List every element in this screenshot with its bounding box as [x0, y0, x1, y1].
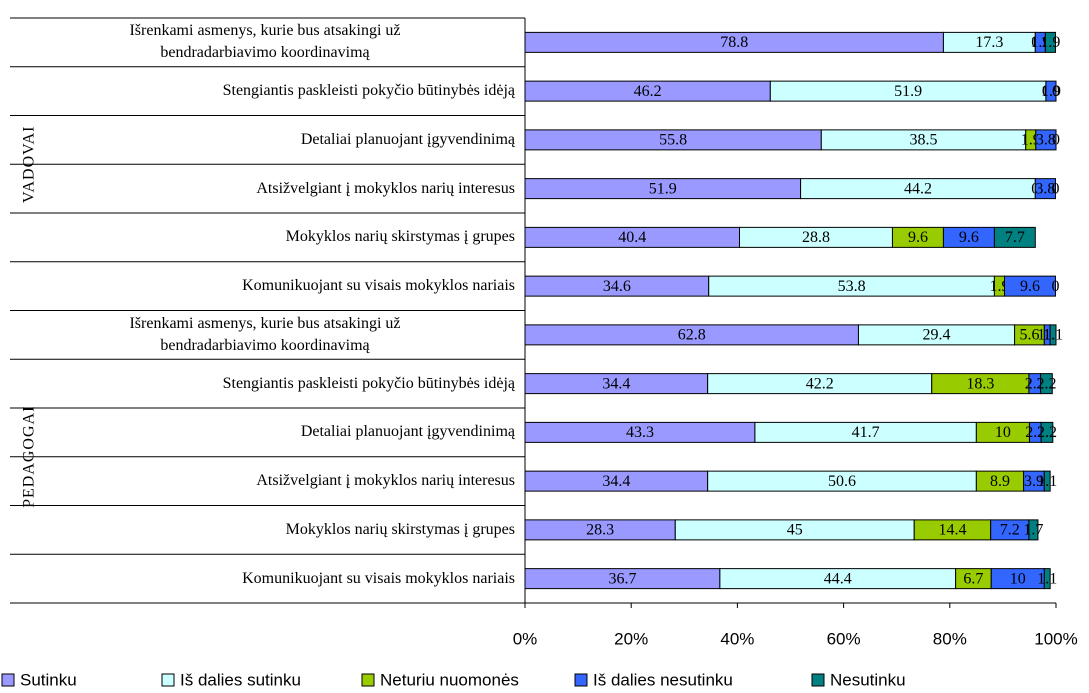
value-label: 28.8 — [802, 229, 830, 246]
legend-label: Sutinku — [20, 670, 77, 689]
value-label: 62.8 — [678, 327, 706, 344]
value-label: 44.2 — [904, 180, 932, 197]
value-label: 6.7 — [963, 570, 983, 587]
value-label: 40.4 — [618, 229, 646, 246]
legend-label: Iš dalies nesutinku — [593, 670, 733, 689]
value-label: 3.8 — [1035, 180, 1055, 197]
value-label: 43.3 — [626, 424, 654, 441]
value-label: 38.5 — [910, 132, 938, 149]
value-label: 10 — [1010, 570, 1026, 587]
value-label: 0 — [1052, 83, 1060, 100]
category-label: Išrenkami asmenys, kurie bus atsakingi u… — [129, 314, 401, 354]
x-tick-label: 80% — [933, 629, 967, 648]
legend-swatch — [161, 673, 175, 687]
value-label: 2.2 — [1036, 375, 1056, 392]
value-label: 14.4 — [938, 522, 966, 539]
value-label: 34.4 — [602, 375, 630, 392]
value-label: 9.6 — [1020, 278, 1040, 295]
value-label: 1.1 — [1037, 473, 1057, 490]
value-label: 7.7 — [1005, 229, 1025, 246]
value-label: 9.6 — [959, 229, 979, 246]
legend-swatch — [1, 673, 15, 687]
bar-segment — [1044, 31, 1056, 53]
legend-swatch — [574, 673, 588, 687]
bar-segment — [1035, 129, 1057, 151]
legend-label: Nesutinku — [830, 670, 906, 689]
value-label: 17.3 — [975, 34, 1003, 51]
value-label: 7.2 — [1000, 522, 1020, 539]
category-label: Stengiantis paskleisti pokyčio būtinybės… — [222, 82, 515, 100]
category-label: Atsižvelgiant į mokyklos narių interesus — [256, 472, 515, 490]
value-label: 34.4 — [602, 473, 630, 490]
value-label: 46.2 — [634, 83, 662, 100]
value-label: 34.6 — [603, 278, 631, 295]
group-label: VADOVAI — [21, 125, 38, 203]
bar-segment — [1049, 324, 1057, 346]
value-label: 36.7 — [608, 570, 636, 587]
value-label: 42.2 — [806, 375, 834, 392]
value-label: 41.7 — [852, 424, 880, 441]
value-label: 18.3 — [966, 375, 994, 392]
value-label: 10 — [995, 424, 1011, 441]
bar-segment — [1040, 373, 1053, 395]
bar-segment — [1003, 275, 1056, 297]
value-label: 53.8 — [838, 278, 866, 295]
category-label: Išrenkami asmenys, kurie bus atsakingi u… — [129, 22, 401, 62]
x-tick-label: 40% — [720, 629, 754, 648]
bar-segment — [1043, 470, 1051, 492]
bar-segment — [1045, 80, 1057, 102]
value-label: 44.4 — [824, 570, 852, 587]
value-label: 50.6 — [828, 473, 856, 490]
legend-swatch — [811, 673, 825, 687]
legend-label: Neturiu nuomonės — [380, 670, 519, 689]
x-tick-label: 60% — [827, 629, 861, 648]
category-label: Detaliai planuojant įgyvendinimą — [300, 130, 515, 148]
bar-segment — [1043, 568, 1051, 590]
x-tick-label: 20% — [614, 629, 648, 648]
category-label: Komunikuojant su visais mokyklos nariais — [242, 277, 515, 295]
value-label: 1.9 — [1041, 83, 1061, 100]
value-label: 51.9 — [649, 180, 677, 197]
value-label: 1.1 — [1043, 327, 1063, 344]
value-label: 0 — [1052, 132, 1060, 149]
category-label: Stengiantis paskleisti pokyčio būtinybės… — [222, 374, 515, 392]
value-label: 51.9 — [894, 83, 922, 100]
bar-segment — [1028, 519, 1039, 541]
legend-swatch — [361, 673, 375, 687]
value-label: 78.8 — [720, 34, 748, 51]
value-label: 0 — [1051, 180, 1059, 197]
category-label: Komunikuojant su visais mokyklos nariais — [242, 569, 515, 587]
value-label: 3.9 — [1024, 473, 1044, 490]
category-label: Atsižvelgiant į mokyklos narių interesus — [256, 179, 515, 197]
value-label: 0 — [1051, 278, 1059, 295]
value-label: 8.9 — [990, 473, 1010, 490]
value-label: 9.6 — [908, 229, 928, 246]
category-label: Mokyklos narių skirstymas į grupes — [285, 520, 515, 538]
category-label: Detaliai planuojant įgyvendinimą — [300, 423, 515, 441]
value-label: 2.2 — [1025, 375, 1045, 392]
value-label: 3.8 — [1036, 132, 1056, 149]
bar-segment — [1034, 178, 1056, 200]
value-label: 2.2 — [1037, 424, 1057, 441]
bar-segment — [1040, 421, 1054, 443]
value-label: 29.4 — [923, 327, 951, 344]
value-label: 1.9 — [1040, 34, 1060, 51]
value-label: 1.1 — [1037, 570, 1057, 587]
bar-segment — [993, 226, 1036, 248]
value-label: 28.3 — [586, 522, 614, 539]
value-label: 1.7 — [1023, 522, 1043, 539]
value-label: 45 — [787, 522, 803, 539]
legend-label: Iš dalies sutinku — [180, 670, 301, 689]
category-label: Mokyklos narių skirstymas į grupes — [285, 228, 515, 246]
value-label: 2.2 — [1025, 424, 1045, 441]
value-label: 55.8 — [659, 132, 687, 149]
x-tick-label: 0% — [513, 629, 538, 648]
x-tick-label: 100% — [1034, 629, 1077, 648]
group-label: PEDAGOGAI — [21, 406, 38, 508]
value-label: 5.6 — [1019, 327, 1039, 344]
